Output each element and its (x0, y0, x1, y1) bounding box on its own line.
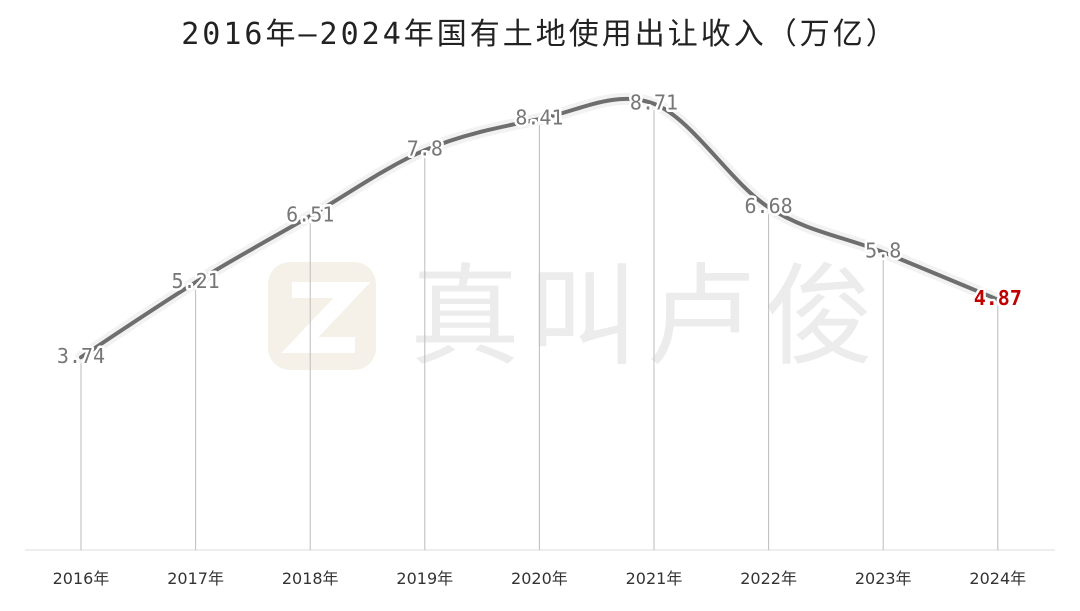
value-label: 6.51 (286, 202, 334, 226)
chart-title: 2016年—2024年国有土地使用出让收入（万亿） (181, 17, 899, 52)
x-tick-label: 2022年 (740, 569, 797, 588)
x-tick-label: 2023年 (855, 569, 912, 588)
x-tick-label: 2024年 (969, 569, 1026, 588)
value-label: 5.8 (865, 239, 901, 263)
x-tick-label: 2017年 (167, 569, 224, 588)
watermark-logo (268, 262, 376, 370)
x-tick-label: 2020年 (511, 569, 568, 588)
value-label: 4.87 (974, 286, 1022, 310)
value-label: 7.8 (407, 137, 443, 161)
value-label: 8.41 (515, 106, 563, 130)
watermark: 真叫卢俊 (410, 253, 882, 381)
x-tick-label: 2021年 (626, 569, 683, 588)
line (79, 96, 1000, 360)
x-tick-label: 2019年 (396, 569, 453, 588)
value-label: 6.68 (745, 194, 793, 218)
value-label: 5.21 (172, 269, 220, 293)
value-label: 3.74 (57, 344, 105, 368)
x-tick-label: 2016年 (53, 569, 110, 588)
value-label: 8.71 (630, 90, 678, 114)
x-tick-label: 2018年 (282, 569, 339, 588)
